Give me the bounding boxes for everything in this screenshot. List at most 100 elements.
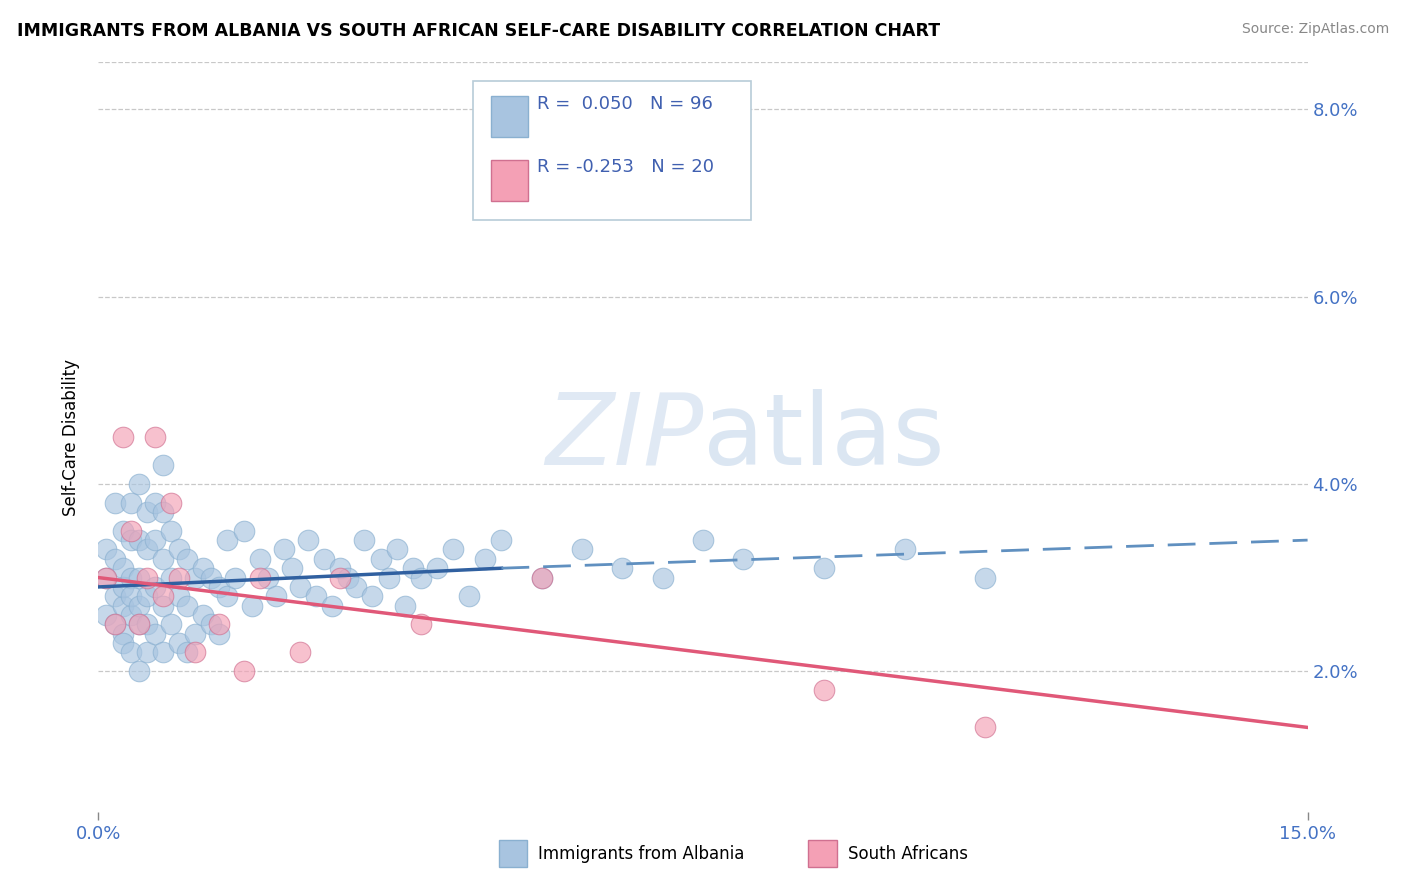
Point <box>813 561 835 575</box>
Point <box>128 599 150 613</box>
Point <box>353 533 375 547</box>
Point <box>111 636 134 650</box>
Point <box>217 589 239 603</box>
Point <box>337 571 360 585</box>
Point <box>184 626 207 640</box>
Point <box>103 589 125 603</box>
Point <box>288 580 311 594</box>
Point <box>281 561 304 575</box>
Point <box>160 571 183 585</box>
Point <box>111 580 134 594</box>
Point <box>135 589 157 603</box>
Point <box>329 561 352 575</box>
Point <box>143 533 166 547</box>
Point <box>143 626 166 640</box>
Point <box>103 617 125 632</box>
Point <box>409 571 432 585</box>
Point <box>200 617 222 632</box>
Point <box>160 617 183 632</box>
Point <box>120 533 142 547</box>
Point <box>120 608 142 623</box>
Point <box>111 524 134 538</box>
Point <box>217 533 239 547</box>
Point <box>305 589 328 603</box>
FancyBboxPatch shape <box>492 96 527 137</box>
Point <box>160 495 183 509</box>
Text: IMMIGRANTS FROM ALBANIA VS SOUTH AFRICAN SELF-CARE DISABILITY CORRELATION CHART: IMMIGRANTS FROM ALBANIA VS SOUTH AFRICAN… <box>17 22 941 40</box>
Point <box>103 551 125 566</box>
Point <box>321 599 343 613</box>
Point <box>167 589 190 603</box>
Point <box>143 580 166 594</box>
Point <box>152 505 174 519</box>
Point <box>733 551 755 566</box>
Point <box>120 589 142 603</box>
Text: R = -0.253   N = 20: R = -0.253 N = 20 <box>537 159 714 177</box>
Text: South Africans: South Africans <box>848 845 967 863</box>
Point <box>441 542 464 557</box>
Point <box>128 476 150 491</box>
Point <box>135 542 157 557</box>
Point <box>96 571 118 585</box>
Point <box>394 599 416 613</box>
Point <box>128 533 150 547</box>
FancyBboxPatch shape <box>492 160 527 201</box>
Point <box>571 542 593 557</box>
Point <box>120 495 142 509</box>
Point <box>974 721 997 735</box>
Point <box>152 599 174 613</box>
Point <box>692 533 714 547</box>
Point <box>184 571 207 585</box>
Text: atlas: atlas <box>703 389 945 485</box>
Point <box>273 542 295 557</box>
Point <box>152 646 174 660</box>
Point <box>491 533 513 547</box>
Point <box>111 599 134 613</box>
Point <box>111 430 134 444</box>
Point <box>167 636 190 650</box>
Y-axis label: Self-Care Disability: Self-Care Disability <box>62 359 80 516</box>
Point <box>314 551 336 566</box>
Text: R =  0.050   N = 96: R = 0.050 N = 96 <box>537 95 713 112</box>
Text: Source: ZipAtlas.com: Source: ZipAtlas.com <box>1241 22 1389 37</box>
Point <box>370 551 392 566</box>
Point <box>135 571 157 585</box>
Point <box>249 571 271 585</box>
Point <box>530 571 553 585</box>
Point <box>128 617 150 632</box>
Point <box>208 617 231 632</box>
FancyBboxPatch shape <box>474 81 751 219</box>
Point <box>120 571 142 585</box>
Point <box>96 542 118 557</box>
Point <box>128 664 150 678</box>
Point <box>402 561 425 575</box>
Point <box>256 571 278 585</box>
Point <box>135 505 157 519</box>
Point <box>200 571 222 585</box>
Point <box>176 599 198 613</box>
Point <box>111 626 134 640</box>
Point <box>152 589 174 603</box>
Point <box>297 533 319 547</box>
Point <box>96 571 118 585</box>
Point <box>184 646 207 660</box>
Point <box>176 646 198 660</box>
Point <box>128 571 150 585</box>
Point <box>361 589 384 603</box>
Point <box>651 571 673 585</box>
Point <box>152 551 174 566</box>
Point <box>120 646 142 660</box>
Point <box>152 458 174 472</box>
Point <box>160 524 183 538</box>
Point <box>143 495 166 509</box>
Point <box>143 430 166 444</box>
Point <box>813 683 835 698</box>
Point <box>474 551 496 566</box>
Point <box>224 571 246 585</box>
Point <box>530 571 553 585</box>
Point <box>167 571 190 585</box>
Point <box>240 599 263 613</box>
Point <box>426 561 449 575</box>
Point <box>120 524 142 538</box>
Point <box>385 542 408 557</box>
